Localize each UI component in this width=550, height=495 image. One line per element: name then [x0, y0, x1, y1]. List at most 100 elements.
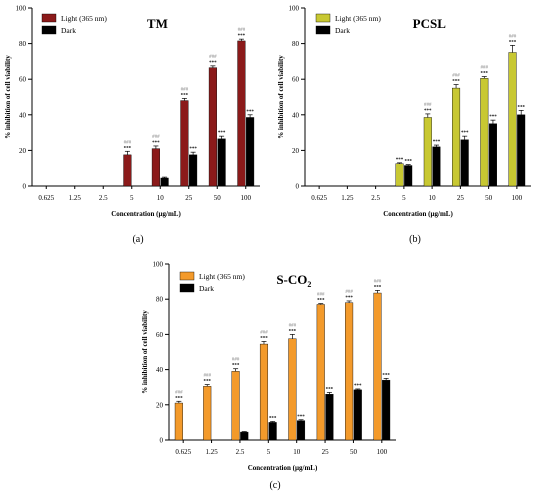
significance-stars: ***	[152, 141, 160, 146]
y-tick-label: 20	[292, 147, 300, 155]
y-tick-label: 100	[16, 5, 27, 13]
y-tick-label: 0	[296, 183, 300, 191]
y-axis-label: % inhibition of cell viability	[277, 55, 285, 139]
significance-hashes: ###	[203, 374, 211, 379]
significance-hashes: ###	[175, 390, 183, 395]
significance-hashes: ###	[209, 55, 217, 60]
bar	[268, 422, 277, 441]
significance-stars: ***	[481, 72, 489, 77]
significance-stars: ***	[404, 160, 412, 165]
x-tick-label: 1.25	[69, 194, 82, 202]
bar	[460, 139, 469, 187]
bar	[231, 371, 240, 441]
bar	[123, 154, 132, 187]
bar	[452, 87, 461, 187]
significance-stars: ***	[345, 296, 353, 301]
y-tick-label: 60	[156, 331, 164, 339]
chart-title-subscript: 2	[307, 280, 311, 289]
significance-stars: ***	[433, 140, 441, 145]
significance-stars: ***	[238, 34, 246, 39]
y-tick-label: 20	[156, 401, 164, 409]
bar	[246, 117, 255, 187]
bar	[316, 304, 325, 441]
significance-hashes: ###	[345, 290, 353, 295]
significance-stars: ***	[509, 40, 517, 45]
y-tick-label: 40	[19, 111, 27, 119]
legend-label: Dark	[335, 26, 350, 35]
significance-hashes: ###	[152, 135, 160, 140]
legend-swatch	[179, 283, 195, 293]
bar	[151, 148, 160, 187]
bar	[373, 292, 382, 441]
x-tick-label: 5	[267, 448, 271, 456]
x-tick-label: 2.5	[236, 448, 245, 456]
significance-stars: ***	[317, 299, 325, 304]
significance-stars: ***	[424, 109, 432, 114]
bar	[296, 420, 306, 441]
bar	[208, 67, 217, 187]
x-tick-label: 2.5	[99, 194, 108, 202]
x-tick-label: 1.25	[341, 194, 354, 202]
x-tick-label: 2.5	[371, 194, 380, 202]
significance-hashes: ###	[424, 103, 432, 108]
x-tick-label: 100	[241, 194, 252, 202]
chart-title: S-CO2	[276, 272, 311, 289]
x-tick-label: 25	[322, 448, 330, 456]
x-tick-label: 0.625	[175, 448, 191, 456]
bar	[432, 146, 441, 187]
significance-hashes: ###	[481, 66, 489, 71]
significance-stars: ***	[209, 61, 217, 66]
panel-label: (b)	[409, 234, 421, 245]
legend-label: Dark	[199, 284, 214, 293]
x-tick-label: 0.625	[38, 194, 54, 202]
panel-sco2: 0 20 40 60 80 100 0.625 1.25 2.5 5 10 25 50 100 Concen…	[141, 261, 396, 491]
y-tick-label: 40	[292, 111, 300, 119]
x-tick-label: 50	[214, 194, 222, 202]
y-tick-label: 60	[19, 76, 27, 84]
bar	[480, 78, 489, 187]
y-tick-label: 20	[19, 147, 27, 155]
x-tick-label: 1.25	[205, 448, 218, 456]
significance-hashes: ###	[289, 323, 297, 328]
significance-stars: ***	[203, 380, 211, 385]
bar	[259, 343, 269, 441]
significance-stars: ***	[269, 417, 277, 422]
significance-hashes: ###	[181, 87, 189, 92]
x-tick-label: 5	[130, 194, 134, 202]
bar	[174, 402, 183, 441]
significance-stars: ***	[517, 105, 525, 110]
significance-stars: ***	[461, 131, 469, 136]
x-tick-label: 10	[429, 194, 437, 202]
x-tick-label: 50	[350, 448, 358, 456]
y-tick-label: 0	[23, 183, 27, 191]
legend-label: Light (365 nm)	[199, 272, 245, 281]
significance-stars: ***	[181, 93, 189, 98]
y-axis-label: % inhibition of cell viability	[141, 310, 149, 394]
x-axis-label: Concentration (µg/mL)	[248, 464, 318, 472]
y-tick-label: 80	[292, 40, 300, 48]
significance-stars: ***	[189, 147, 197, 152]
bar	[240, 431, 249, 441]
y-tick-label: 40	[156, 366, 164, 374]
bar	[517, 114, 526, 187]
significance-hashes: ###	[509, 34, 517, 39]
significance-stars: ***	[382, 373, 390, 378]
significance-hashes: ###	[452, 74, 460, 79]
significance-hashes: ###	[260, 330, 268, 335]
significance-stars: ***	[124, 146, 132, 151]
significance-stars: ***	[175, 396, 183, 401]
y-axis-label: % inhibition of cell viability	[4, 55, 12, 139]
bar	[203, 386, 212, 441]
panel-label: (a)	[132, 234, 143, 245]
x-tick-label: 25	[185, 194, 193, 202]
y-tick-label: 100	[153, 261, 164, 269]
bar	[382, 379, 391, 441]
x-tick-label: 100	[377, 448, 388, 456]
legend-swatch	[179, 271, 195, 281]
significance-stars: ***	[260, 336, 268, 341]
legend-swatch	[315, 25, 331, 35]
bar	[488, 123, 497, 187]
significance-hashes: ###	[124, 140, 132, 145]
bar	[353, 389, 362, 441]
